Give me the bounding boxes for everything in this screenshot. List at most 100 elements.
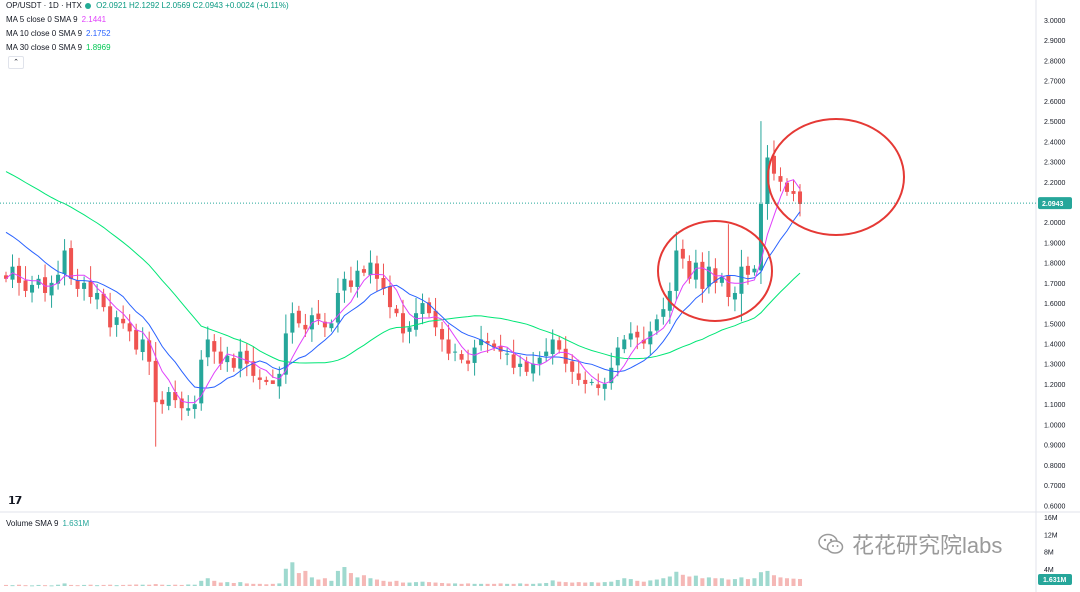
ma30-legend[interactable]: MA 30 close 0 SMA 9 1.8969 bbox=[6, 42, 111, 54]
candle-body bbox=[583, 379, 588, 384]
candle-body bbox=[277, 373, 282, 387]
volume-bar bbox=[140, 584, 145, 586]
price-tick-label: 2.0000 bbox=[1044, 220, 1066, 227]
volume-bar bbox=[101, 584, 106, 586]
volume-bar bbox=[693, 575, 698, 586]
candle-body bbox=[661, 309, 666, 317]
volume-bar bbox=[355, 577, 360, 586]
symbol-label: OP/USDT · 1D · HTX bbox=[6, 1, 82, 10]
volume-bar bbox=[348, 573, 353, 586]
volume-bar bbox=[739, 577, 744, 586]
candle-body bbox=[251, 361, 256, 376]
price-tick-label: 1.9000 bbox=[1044, 240, 1066, 247]
candle-body bbox=[433, 310, 438, 328]
candle-body bbox=[732, 292, 737, 300]
price-tick-label: 1.1000 bbox=[1044, 402, 1066, 409]
price-tick-label: 1.6000 bbox=[1044, 301, 1066, 308]
volume-bar bbox=[641, 581, 646, 586]
volume-bar bbox=[127, 584, 132, 586]
volume-bar bbox=[251, 583, 256, 586]
volume-tick-label: 4M bbox=[1044, 567, 1054, 574]
volume-bar bbox=[433, 582, 438, 586]
volume-bar bbox=[661, 578, 666, 586]
volume-bar bbox=[563, 582, 568, 586]
chevron-up-icon: ⌃ bbox=[13, 59, 19, 66]
candle-body bbox=[446, 339, 451, 354]
volume-bar bbox=[56, 584, 61, 586]
volume-bar bbox=[322, 578, 327, 586]
volume-bar bbox=[622, 578, 627, 586]
ma10-line bbox=[5, 211, 801, 389]
volume-bar bbox=[69, 584, 74, 586]
candle-body bbox=[440, 328, 445, 340]
volume-bar bbox=[257, 583, 262, 586]
volume-bar bbox=[680, 574, 685, 586]
volume-bar bbox=[427, 582, 432, 586]
volume-bar bbox=[524, 583, 529, 586]
volume-bar bbox=[784, 578, 790, 586]
volume-bar bbox=[225, 582, 230, 586]
candle-body bbox=[680, 248, 685, 259]
candle-body bbox=[205, 339, 210, 358]
volume-bar bbox=[153, 584, 158, 586]
candle-body bbox=[589, 381, 594, 383]
volume-bar bbox=[368, 578, 373, 586]
ma10-legend[interactable]: MA 10 close 0 SMA 9 2.1752 bbox=[6, 28, 111, 40]
candle-body bbox=[479, 339, 484, 346]
candle-body bbox=[257, 377, 262, 380]
volume-bar bbox=[147, 584, 152, 586]
candle-body bbox=[739, 266, 744, 294]
volume-bar bbox=[706, 577, 711, 586]
high-value: H2.1292 bbox=[129, 1, 160, 10]
volume-bar bbox=[479, 583, 484, 586]
volume-bar bbox=[23, 585, 28, 587]
candle-body bbox=[648, 331, 653, 345]
candle-body bbox=[121, 318, 126, 324]
volume-bar bbox=[719, 578, 724, 586]
volume-bar bbox=[36, 584, 41, 586]
volume-bar bbox=[88, 584, 93, 586]
volume-bar bbox=[492, 583, 497, 586]
candle-body bbox=[394, 308, 399, 314]
candle-body bbox=[706, 266, 711, 287]
price-tick-label: 1.5000 bbox=[1044, 321, 1066, 328]
candle-body bbox=[726, 275, 731, 298]
collapse-legend-button[interactable]: ⌃ bbox=[8, 56, 24, 69]
candle-body bbox=[114, 317, 119, 325]
volume-bar bbox=[674, 571, 679, 586]
candle-body bbox=[82, 282, 87, 289]
candle-body bbox=[316, 313, 321, 320]
volume-bar bbox=[531, 583, 536, 586]
candle-body bbox=[596, 384, 601, 389]
tradingview-logo-text: 𝟭𝟳 bbox=[8, 495, 22, 507]
volume-bar bbox=[654, 579, 659, 586]
volume-tick-label: 8M bbox=[1044, 550, 1054, 557]
candle-body bbox=[544, 351, 549, 357]
volume-bar bbox=[459, 583, 464, 586]
candle-body bbox=[400, 313, 406, 334]
candle-body bbox=[231, 358, 236, 368]
volume-bar bbox=[361, 575, 366, 586]
ma5-legend[interactable]: MA 5 close 0 SMA 9 2.1441 bbox=[6, 14, 106, 26]
volume-bar bbox=[732, 579, 737, 586]
wechat-icon bbox=[818, 533, 844, 554]
volume-bar bbox=[192, 584, 197, 586]
candle-body bbox=[700, 261, 705, 289]
candle-body bbox=[654, 319, 659, 331]
candle-body bbox=[413, 313, 419, 330]
volume-group bbox=[3, 562, 803, 587]
tradingview-logo-icon[interactable]: 𝟭𝟳 bbox=[8, 494, 22, 507]
volume-bar bbox=[95, 585, 100, 587]
volume-bar bbox=[43, 585, 48, 587]
watermark: 花花研究院labs bbox=[818, 528, 1002, 560]
candle-body bbox=[628, 333, 633, 340]
volume-bar bbox=[62, 583, 67, 586]
volume-bar bbox=[374, 579, 379, 586]
candle-body bbox=[498, 345, 503, 352]
volume-legend[interactable]: Volume SMA 9 1.631M bbox=[6, 518, 89, 530]
volume-bar bbox=[231, 582, 236, 586]
candle-body bbox=[335, 292, 340, 323]
price-tick-label: 2.5000 bbox=[1044, 119, 1066, 126]
close-value: C2.0943 bbox=[192, 1, 223, 10]
